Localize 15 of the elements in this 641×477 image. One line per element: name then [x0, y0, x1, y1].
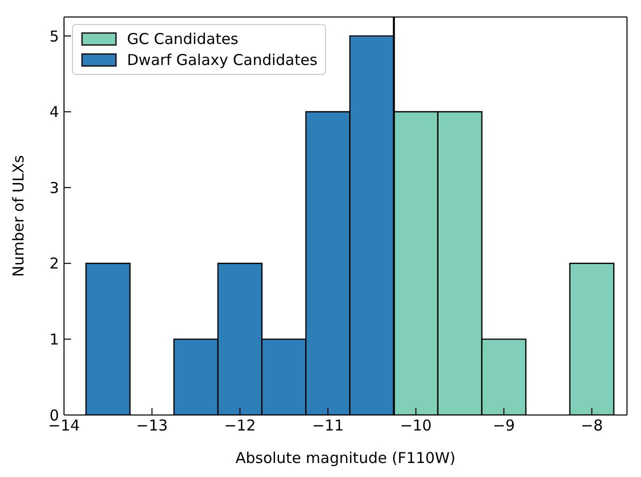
x-axis-title: Absolute magnitude (F110W)	[235, 449, 456, 467]
x-tick-label: −8	[580, 416, 603, 435]
legend-label: Dwarf Galaxy Candidates	[127, 51, 318, 69]
legend-label: GC Candidates	[127, 30, 238, 48]
y-tick-label: 4	[49, 103, 59, 122]
y-tick-label: 2	[49, 254, 59, 273]
y-axis-title: Number of ULXs	[9, 154, 28, 277]
x-tick-label: −12	[224, 416, 256, 435]
y-tick-label: 3	[49, 178, 59, 197]
x-tick-label: −10	[400, 416, 432, 435]
y-tick-label: 1	[49, 330, 59, 349]
x-tick-label: −9	[492, 416, 515, 435]
y-tick-label: 5	[49, 27, 59, 46]
x-tick-label: −11	[312, 416, 344, 435]
x-tick-label: −13	[136, 416, 168, 435]
